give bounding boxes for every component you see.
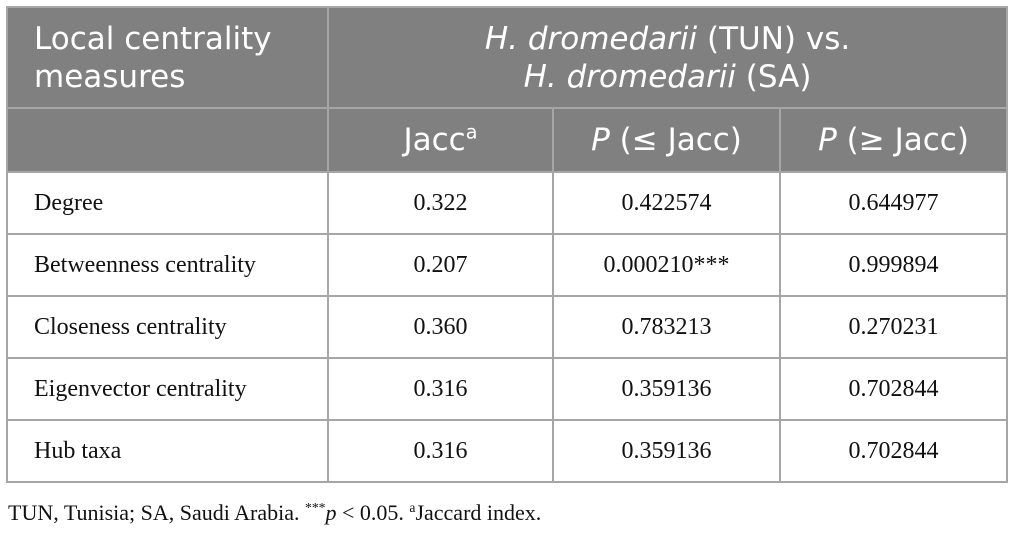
cell: 0.783213 (552, 295, 781, 359)
cell: 0.322 (327, 171, 554, 235)
footnote-text: < 0.05. (336, 500, 410, 525)
row-label: Hub taxa (6, 419, 329, 483)
species: H. dromedarii (523, 58, 736, 95)
header-italic: P (591, 122, 610, 158)
header-cell: H. dromedarii (TUN) vs. H. dromedarii (S… (326, 6, 1009, 109)
cell: 0.422574 (552, 171, 781, 235)
table: Local centrality measures H. dromedarii … (6, 6, 1009, 483)
header-text: (≥ Jacc) (836, 122, 969, 158)
cell: 0.316 (327, 357, 554, 421)
header-text: Jacc (403, 122, 466, 158)
cell: 0.999894 (778, 233, 1009, 297)
cell: 0.316 (327, 419, 554, 483)
superscript: *** (305, 499, 326, 515)
cell: 0.360 (327, 295, 554, 359)
header-text: (SA) (735, 58, 812, 95)
header-cell (6, 107, 329, 173)
cell: 0.000210*** (552, 233, 781, 297)
header-row: Local centrality measures H. dromedarii … (6, 6, 1009, 109)
superscript: a (409, 499, 416, 515)
row-label: Degree (6, 171, 329, 235)
footnote-text: Jaccard index. (415, 500, 542, 525)
header-cell: P (≥ Jacc) (778, 107, 1009, 173)
header-cell: P (≤ Jacc) (552, 107, 781, 173)
row-label: Betweenness centrality (6, 233, 329, 297)
table-row: Hub taxa 0.316 0.359136 0.702844 (6, 419, 1009, 483)
header-text: Local centrality measures (34, 20, 272, 95)
footnote-italic: p (325, 500, 337, 525)
cell: 0.644977 (778, 171, 1009, 235)
species: H. dromedarii (484, 20, 698, 57)
header-text: (TUN) vs. (697, 20, 851, 57)
cell: 0.702844 (778, 357, 1009, 421)
header-cell: Jacca (327, 107, 554, 173)
header-row: Jacca P (≤ Jacc) P (≥ Jacc) (6, 107, 1009, 173)
row-label: Eigenvector centrality (6, 357, 329, 421)
header-italic: P (818, 122, 837, 158)
superscript: a (465, 120, 478, 144)
header-cell: Local centrality measures (6, 6, 329, 109)
table-body: Degree 0.322 0.422574 0.644977 Betweenness c… (6, 171, 1009, 483)
footnote-text: TUN, Tunisia; SA, Saudi Arabia. (8, 500, 306, 525)
footnote: TUN, Tunisia; SA, Saudi Arabia. ***p < 0… (8, 500, 541, 526)
cell: 0.359136 (552, 357, 781, 421)
row-label: Closeness centrality (6, 295, 329, 359)
table-row: Eigenvector centrality 0.316 0.359136 0.702… (6, 357, 1009, 421)
cell: 0.702844 (778, 419, 1009, 483)
cell: 0.359136 (552, 419, 781, 483)
table-row: Betweenness centrality 0.207 0.000210*** 0.… (6, 233, 1009, 297)
table-row: Degree 0.322 0.422574 0.644977 (6, 171, 1009, 235)
table-row: Closeness centrality 0.360 0.783213 0.27023… (6, 295, 1009, 359)
cell: 0.270231 (778, 295, 1009, 359)
header-text: (≤ Jacc) (609, 122, 742, 158)
cell: 0.207 (327, 233, 554, 297)
